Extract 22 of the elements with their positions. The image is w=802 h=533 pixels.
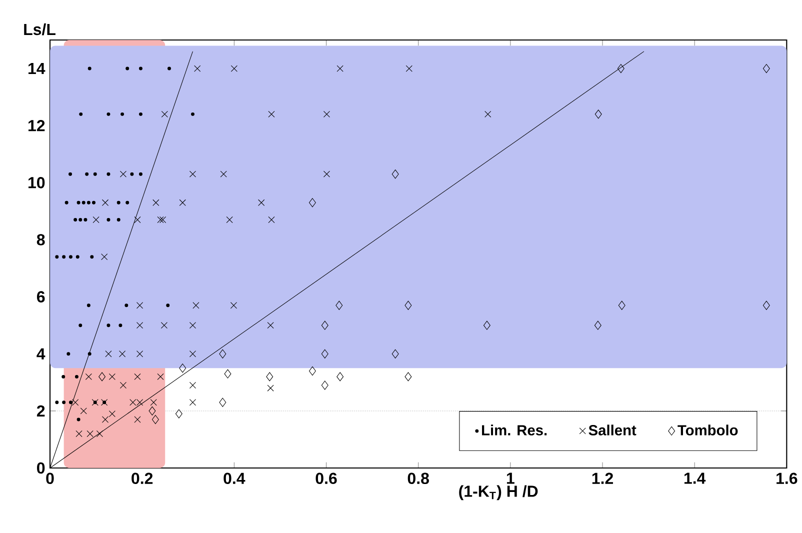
y-axis-title: Ls/L	[24, 23, 56, 36]
y-tick-label: 2	[36, 405, 45, 417]
y-tick-label: 6	[36, 291, 45, 302]
x-tick-label: 1.6	[776, 472, 798, 484]
x-tick-label: 1.2	[592, 472, 613, 484]
x-tick-label: 0.2	[132, 472, 153, 484]
y-tick-label: 14	[28, 63, 46, 74]
x-tick-label: 0.4	[224, 472, 246, 484]
x-tick-label: 0.6	[316, 472, 337, 484]
x-tick-label: 0	[46, 472, 54, 484]
x-tick-label: 1	[506, 472, 514, 484]
x-axis-title: (1-K$_{T}$) H /D	[459, 485, 538, 500]
y-tick-label: 10	[28, 177, 45, 188]
y-tick-label: 0	[37, 462, 45, 474]
x-tick-label: 1.4	[684, 472, 706, 484]
y-tick-label: 12	[28, 120, 45, 132]
legend-label: Tombolo	[678, 424, 738, 436]
legend-label: Sallent	[588, 424, 636, 436]
legend-label: Lim. Res.	[482, 424, 547, 436]
y-tick-label: 4	[36, 348, 46, 360]
x-tick-label: 0.8	[408, 472, 429, 484]
y-tick-label: 8	[36, 234, 45, 246]
